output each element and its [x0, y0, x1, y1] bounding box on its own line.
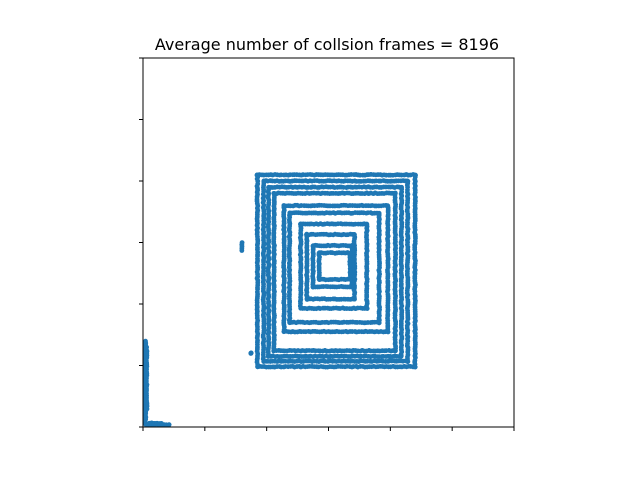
corner-horizontal-point-2027: [158, 420, 164, 426]
spiral-outer-point-321: [254, 172, 260, 178]
spiral-outer-point-897: [266, 184, 272, 190]
x-axis-ticks: [142, 427, 515, 431]
spiral-inner-point-1877: [311, 243, 316, 249]
scatter-points: [142, 172, 418, 428]
axes-frame: [142, 57, 515, 428]
spiral-outer-point-1155: [271, 190, 277, 196]
spiral-inner-point-1693: [298, 221, 304, 227]
spiral-inner-point-1553: [287, 210, 293, 216]
spiral-inner-point-1933: [316, 250, 322, 256]
corner-vertical-point-1980: [143, 338, 148, 344]
chart-title: Average number of collsion frames = 8196: [155, 35, 499, 54]
corner-vertical-point-2009: [144, 344, 150, 350]
spiral-inner-point-1367: [281, 203, 287, 208]
spiral-tail-point-1941: [248, 351, 254, 356]
spiral-inner-point-1799: [304, 231, 310, 237]
y-axis-ticks: [139, 57, 143, 428]
corner-horizontal-point-2020: [166, 422, 172, 428]
spiral-tail-point-1938: [239, 248, 245, 253]
spiral-outer-point-619: [261, 178, 267, 184]
